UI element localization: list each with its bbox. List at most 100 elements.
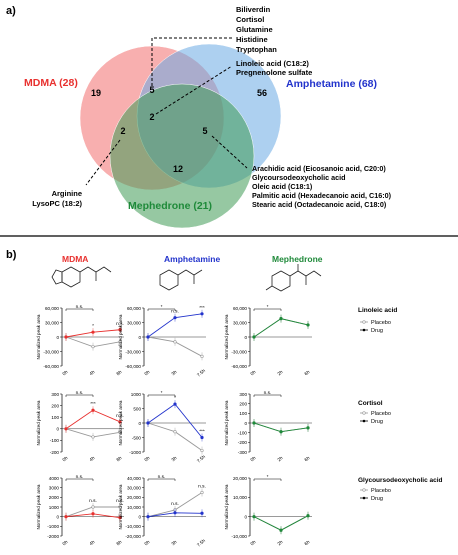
y-tick-label: 40,000 xyxy=(127,476,141,481)
sig-label: n.s. xyxy=(116,499,124,504)
y-axis-label: Normalized peak area xyxy=(118,314,123,359)
column-title-amphetamine: Amphetamine xyxy=(164,254,220,264)
data-point xyxy=(279,528,283,532)
x-tick-label: 7.5h xyxy=(196,538,206,548)
legend-0: Placebo Drug xyxy=(360,320,391,334)
sig-bracket xyxy=(65,308,94,311)
y-tick-label: -200 xyxy=(50,450,60,455)
data-point xyxy=(118,420,122,424)
legend-group: Placebo Drug Placebo Drug Placebo Drug xyxy=(360,320,391,502)
data-point xyxy=(200,435,204,440)
note-amph-meph: Arachidic acid (Eicosanoic acid, C20:0) … xyxy=(252,164,392,209)
note-mdma-meph: Arginine LysoPC (18:2) xyxy=(32,189,82,208)
x-tick-label: 2h xyxy=(276,455,283,462)
legend-drug-marker xyxy=(362,496,366,500)
y-tick-label: -60,000 xyxy=(43,364,59,369)
data-point xyxy=(64,427,68,431)
y-tick-label: 200 xyxy=(51,403,59,408)
y-tick-label: 60,000 xyxy=(45,306,59,311)
count-mdma-only: 19 xyxy=(91,88,101,98)
count-mdma-meph: 2 xyxy=(120,126,125,136)
column-title-mdma: MDMA xyxy=(62,254,88,264)
y-tick-label: -30,000 xyxy=(43,349,59,354)
sig-label: n.s. xyxy=(158,475,166,480)
sig-label: * xyxy=(174,395,176,401)
y-axis-label: Normalized peak area xyxy=(36,400,41,445)
panel-a-venn: a) MDMA (28) Amphetamine (68) Mephedrone… xyxy=(6,5,392,229)
y-tick-label: -60,000 xyxy=(125,364,141,369)
y-tick-label: -500 xyxy=(132,435,142,440)
data-point xyxy=(279,430,283,434)
y-tick-label: 0 xyxy=(138,335,141,340)
y-tick-label: 30,000 xyxy=(127,320,141,325)
y-tick-label: -200 xyxy=(238,440,248,445)
y-tick-label: 0 xyxy=(244,335,247,340)
y-tick-label: 10,000 xyxy=(127,505,141,510)
row-title-glycoursodeoxycholic: Glycoursodeoxycholic acid xyxy=(358,477,443,484)
data-point xyxy=(200,448,204,453)
legend-placebo-marker xyxy=(362,411,366,415)
sig-label: n.s. xyxy=(171,502,179,507)
count-meph-only: 12 xyxy=(173,164,183,174)
y-tick-label: -10,000 xyxy=(231,534,247,539)
legend-placebo-label: Placebo xyxy=(371,320,391,326)
venn-circle-mephedrone xyxy=(109,83,255,229)
row-title-linoleic: Linoleic acid xyxy=(358,307,397,314)
row-legends: Linoleic acid Cortisol Glycoursodeoxycho… xyxy=(358,307,443,484)
data-point xyxy=(252,335,256,339)
sig-bracket xyxy=(253,394,282,397)
sig-label: * xyxy=(267,474,269,480)
sig-label: n.s. xyxy=(171,310,179,315)
x-tick-label: 3h xyxy=(170,455,177,462)
data-point xyxy=(118,340,122,344)
structure-amphetamine xyxy=(159,269,203,291)
data-point xyxy=(146,421,150,425)
sig-label: n.s. xyxy=(76,391,84,396)
y-tick-label: 30,000 xyxy=(233,320,247,325)
y-axis-label: Normalized peak area xyxy=(36,314,41,359)
data-point xyxy=(91,435,95,439)
row-title-cortisol: Cortisol xyxy=(358,400,383,407)
data-point xyxy=(146,335,150,339)
legend-1: Placebo Drug xyxy=(360,411,391,425)
y-tick-label: 20,000 xyxy=(233,476,247,481)
sig-bracket xyxy=(147,394,176,397)
x-tick-label: 0h xyxy=(143,539,150,546)
legend-drug-label: Drug xyxy=(371,419,383,425)
x-tick-label: 3h xyxy=(170,369,177,376)
data-point xyxy=(173,316,177,320)
data-point xyxy=(91,345,95,349)
y-tick-label: 1000 xyxy=(49,505,60,510)
y-axis-label: Normalized peak area xyxy=(224,314,229,359)
sig-label: * xyxy=(161,390,163,396)
x-tick-label: 7.5h xyxy=(196,454,206,464)
note-line: Glycoursodeoxycholic acid xyxy=(252,173,345,182)
x-tick-label: 4h xyxy=(88,369,95,376)
sig-label: n.s. xyxy=(198,485,206,490)
sig-bracket xyxy=(65,394,94,397)
sig-label: n.s. xyxy=(264,391,272,396)
legend-drug-marker xyxy=(362,328,366,332)
note-line: Biliverdin xyxy=(236,5,271,14)
y-tick-label: 60,000 xyxy=(127,306,141,311)
sig-bracket xyxy=(147,478,176,481)
note-line: Histidine xyxy=(236,35,268,44)
data-point xyxy=(118,328,122,332)
venn-leader-lines xyxy=(85,37,248,186)
x-tick-label: 2h xyxy=(276,369,283,376)
sig-bracket xyxy=(65,478,94,481)
y-tick-label: 20,000 xyxy=(127,495,141,500)
count-amph-meph: 5 xyxy=(202,126,207,136)
data-point xyxy=(200,354,204,358)
structure-mephedrone xyxy=(265,264,322,292)
data-point xyxy=(279,317,283,321)
data-point xyxy=(173,402,177,406)
leader-mdma-amph xyxy=(151,37,232,86)
legend-2: Placebo Drug xyxy=(360,488,391,502)
data-point xyxy=(306,426,310,430)
legend-drug-label: Drug xyxy=(371,496,383,502)
